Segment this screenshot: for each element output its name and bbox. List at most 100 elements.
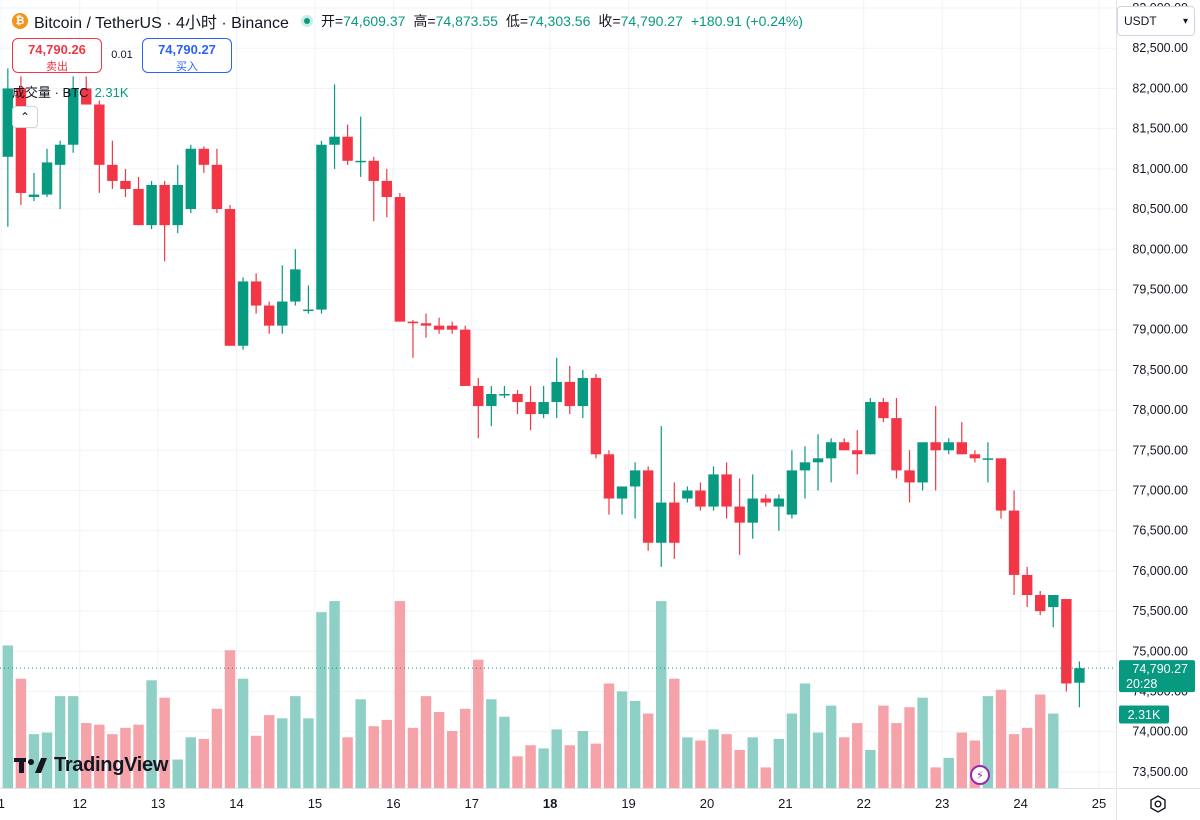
price-tick-label: 81,000.00 (1132, 162, 1188, 176)
volume-bar (656, 601, 667, 788)
volume-bar (159, 697, 170, 788)
price-tick-label: 82,000.00 (1132, 81, 1188, 95)
candle-body (564, 381, 575, 407)
symbol-title[interactable]: Bitcoin / TetherUS · 4小时 · Binance (34, 15, 289, 32)
volume-bar (120, 727, 131, 788)
currency-selector[interactable]: USDT ▾ (1117, 6, 1195, 36)
market-status-icon[interactable] (300, 15, 313, 27)
volume-bar (28, 734, 40, 788)
volume-bar (473, 659, 484, 788)
volume-bar (747, 737, 758, 788)
volume-bar (760, 767, 772, 788)
price-tick-label: 76,000.00 (1132, 564, 1188, 578)
time-tick-label: 22 (857, 796, 871, 811)
chart-header: ₿ Bitcoin / TetherUS · 4小时 · Binance 开=7… (12, 10, 803, 32)
price-tick-label: 79,000.00 (1132, 323, 1188, 337)
price-tick-label: 73,500.00 (1132, 765, 1188, 779)
volume-bar (263, 715, 275, 788)
candle-body (656, 502, 667, 543)
time-tick-label: 24 (1013, 796, 1027, 811)
candle-body (290, 269, 301, 302)
candles (2, 68, 1085, 708)
volume-bar (812, 732, 824, 788)
candle-body (28, 194, 40, 197)
price-change: +180.91 (+0.24%) (690, 13, 803, 29)
volume-bar (407, 727, 419, 788)
candle-body (538, 402, 549, 415)
volume-bar (54, 696, 66, 788)
candle-body (917, 442, 928, 483)
candle-body (146, 184, 157, 226)
candle-body (786, 470, 798, 515)
buy-button[interactable]: 74,790.27 买入 (142, 38, 232, 73)
candle-body (682, 490, 693, 499)
lightning-icon[interactable]: ⚡ (970, 765, 990, 785)
candle-body (133, 188, 144, 226)
volume-bar (237, 678, 249, 788)
volume-bar (446, 730, 458, 788)
candle-body (159, 184, 170, 226)
volume-bar (891, 723, 902, 788)
candle-body (41, 162, 53, 195)
candle-body (721, 474, 732, 507)
open-label: 开= (320, 13, 344, 29)
volume-bar (799, 683, 811, 788)
volume-bar (577, 730, 589, 788)
candle-body (499, 394, 510, 396)
volume-bar (250, 735, 262, 788)
candle-body (172, 184, 183, 226)
candle-body (459, 329, 471, 386)
volume-bar (329, 601, 340, 788)
volume-bar (590, 743, 602, 788)
candle-body (982, 458, 994, 460)
volume-bar (81, 723, 92, 788)
collapse-legend-button[interactable]: ⌃ (12, 106, 38, 128)
volume-bar (198, 738, 210, 788)
time-tick-label: 19 (621, 796, 635, 811)
candle-body (211, 164, 223, 210)
volume-bar (956, 732, 968, 788)
volume-bar (459, 708, 471, 788)
settings-gear-icon[interactable] (1148, 794, 1168, 814)
bitcoin-icon: ₿ (12, 13, 28, 29)
currency-label: USDT (1124, 14, 1157, 28)
candle-body (381, 180, 393, 197)
sell-button[interactable]: 74,790.26 卖出 (12, 38, 102, 73)
volume-bar (1048, 713, 1059, 788)
price-tick-label: 80,000.00 (1132, 242, 1188, 256)
candle-body (1074, 668, 1085, 683)
countdown-label: 20:28 (1126, 677, 1157, 691)
volume-bar (734, 749, 745, 788)
candle-body (1048, 595, 1059, 608)
volume-bar (995, 689, 1007, 788)
buy-label: 买入 (176, 61, 198, 73)
candle-body (446, 325, 458, 330)
price-tick-label: 75,500.00 (1132, 604, 1188, 618)
current-price-label: 74,790.27 (1132, 662, 1188, 676)
candle-body (616, 486, 628, 499)
price-tick-label: 76,500.00 (1132, 524, 1188, 538)
tradingview-logo[interactable]: TradingView (14, 754, 168, 777)
price-tick-label: 77,000.00 (1132, 483, 1188, 497)
candle-body (67, 88, 79, 145)
candle-body (277, 301, 288, 326)
candle-body (760, 498, 772, 503)
time-tick-label: 14 (229, 796, 243, 811)
volume-legend[interactable]: 成交量 · BTC 2.31K (12, 82, 129, 101)
candle-body (695, 490, 706, 507)
candle-body (590, 377, 602, 455)
close-value: 74,790.27 (620, 13, 683, 29)
candle-body (81, 88, 92, 105)
open-value: 74,609.37 (343, 13, 406, 29)
candle-body (773, 498, 785, 507)
chevron-down-icon: ▾ (1182, 15, 1188, 27)
volume-legend-value: 2.31K (94, 85, 129, 100)
ohlc-close: 收=74,790.27 (598, 11, 682, 31)
candle-body (878, 402, 889, 419)
volume-bar (94, 724, 105, 788)
candle-body (642, 470, 654, 543)
candle-body (54, 144, 66, 165)
volume-bar (943, 757, 954, 788)
